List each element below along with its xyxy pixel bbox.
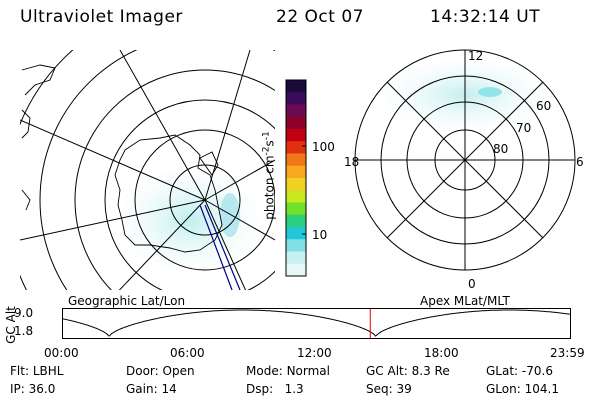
- colorbar-swatch: [286, 129, 306, 142]
- dsp-field: Dsp: 1.3: [246, 382, 304, 396]
- instrument-title: Ultraviolet Imager: [20, 7, 183, 27]
- colorbar-swatch: [286, 263, 306, 277]
- header: Ultraviolet Imager 22 Oct 07 14:32:14 UT: [0, 4, 600, 32]
- colorbar-tick-100: 100: [312, 140, 335, 154]
- orbit-xtick-2: 12:00: [297, 346, 332, 360]
- ip-field: IP: 36.0: [10, 382, 56, 396]
- glat-field: GLat: -70.6: [486, 364, 553, 378]
- mode-field: Mode: Normal: [246, 364, 330, 378]
- orbit-altitude-plot: GC Alt 9.0 1.8 00:00 06:00 12:00 18:00 2…: [0, 306, 600, 366]
- orbit-ytick-bottom: 1.8: [14, 324, 34, 338]
- colorbar-swatches: [286, 80, 306, 277]
- mlat-label-70: 70: [516, 121, 531, 135]
- gain-field: Gain: 14: [126, 382, 177, 396]
- glon-field: GLon: 104.1: [486, 382, 559, 396]
- seq-field: Seq: 39: [366, 382, 412, 396]
- colorbar-swatch: [286, 214, 306, 228]
- mlat-label-60: 60: [536, 99, 551, 113]
- mlt-label-18: 18: [344, 155, 359, 169]
- colorbar-swatch: [286, 80, 306, 93]
- colorbar-swatch: [286, 116, 306, 130]
- orbit-xtick-0: 00:00: [44, 346, 79, 360]
- colorbar-swatch: [286, 141, 306, 154]
- altitude-curve: [62, 309, 571, 337]
- colorbar-swatch: [286, 190, 306, 203]
- geographic-map: [20, 50, 275, 290]
- orbit-plot-area: [62, 308, 571, 339]
- colorbar-unit-label: photon cm-2s-1: [261, 131, 277, 220]
- colorbar-swatch: [286, 178, 306, 191]
- orbit-ytick-top: 9.0: [14, 306, 34, 320]
- colorbar-swatch: [286, 239, 306, 252]
- magnetic-map: 12 18 6 0 60 70 80: [344, 49, 584, 291]
- colorbar-swatch: [286, 202, 306, 216]
- door-field: Door: Open: [126, 364, 195, 378]
- colorbar-panel: 100 10 photon cm-2s-1: [262, 78, 335, 278]
- mlt-label-12: 12: [468, 49, 483, 63]
- observation-time: 14:32:14 UT: [430, 7, 541, 27]
- mlat-label-80: 80: [493, 142, 508, 156]
- magnetic-panel-label: Apex MLat/MLT: [420, 294, 510, 308]
- colorbar-swatch: [286, 227, 306, 240]
- orbit-xtick-3: 18:00: [424, 346, 459, 360]
- auroral-emission-left: [115, 165, 265, 275]
- observation-date: 22 Oct 07: [276, 7, 364, 27]
- colorbar-swatch: [286, 165, 306, 179]
- geographic-panel-label: Geographic Lat/Lon: [68, 294, 186, 308]
- colorbar-swatch: [286, 92, 306, 105]
- orbit-xtick-1: 06:00: [170, 346, 205, 360]
- orbit-xtick-4: 23:59: [550, 346, 585, 360]
- magnetic-map-panel: 12 18 6 0 60 70 80: [330, 40, 600, 300]
- instrument-status-footer: Flt: LBHL Door: Open Mode: Normal GC Alt…: [0, 362, 600, 400]
- mlt-label-6: 6: [576, 155, 584, 169]
- colorbar-swatch: [286, 153, 306, 167]
- colorbar-swatch: [286, 251, 306, 265]
- colorbar-swatch: [286, 104, 306, 118]
- colorbar-tick-10: 10: [312, 228, 328, 242]
- geographic-map-panel: [0, 40, 280, 300]
- gc-alt-field: GC Alt: 8.3 Re: [366, 364, 450, 378]
- colorbar: [285, 79, 307, 277]
- flt-field: Flt: LBHL: [10, 364, 64, 378]
- mlt-label-0: 0: [468, 277, 476, 291]
